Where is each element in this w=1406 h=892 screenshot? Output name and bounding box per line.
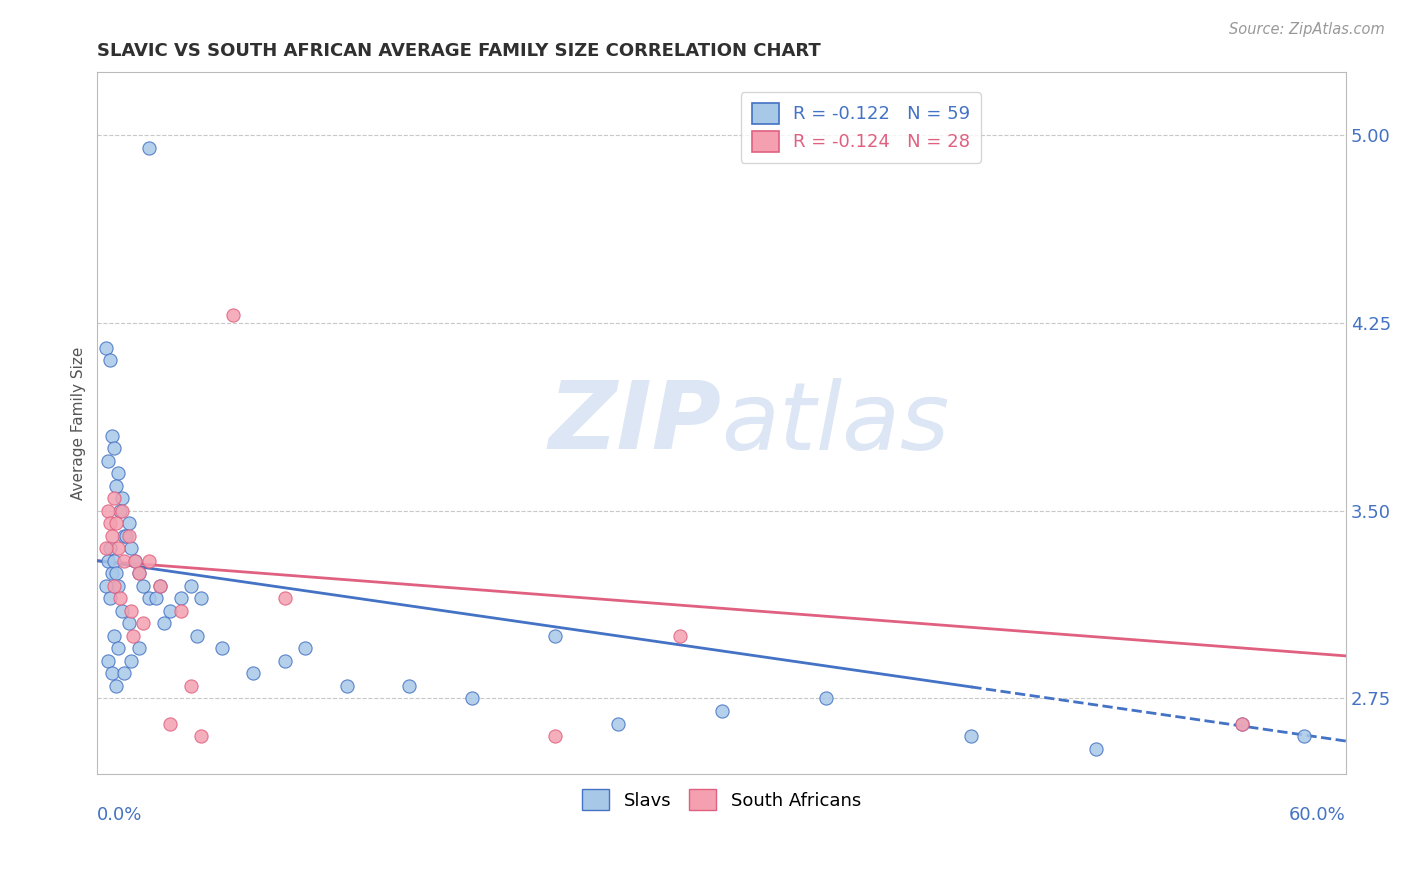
Point <box>128 641 150 656</box>
Point <box>107 641 129 656</box>
Point <box>120 654 142 668</box>
Point <box>112 554 135 568</box>
Point <box>398 679 420 693</box>
Point <box>107 466 129 480</box>
Point <box>111 604 134 618</box>
Point <box>159 604 181 618</box>
Point <box>103 554 125 568</box>
Point <box>110 591 132 606</box>
Text: atlas: atlas <box>721 377 950 468</box>
Text: Source: ZipAtlas.com: Source: ZipAtlas.com <box>1229 22 1385 37</box>
Point <box>159 716 181 731</box>
Point <box>105 516 128 531</box>
Point <box>606 716 628 731</box>
Text: ZIP: ZIP <box>548 377 721 469</box>
Point <box>101 428 124 442</box>
Point <box>153 616 176 631</box>
Point <box>273 654 295 668</box>
Point <box>117 529 139 543</box>
Point <box>814 691 837 706</box>
Point <box>117 616 139 631</box>
Point <box>1230 716 1253 731</box>
Point <box>461 691 484 706</box>
Point <box>105 478 128 492</box>
Point <box>98 591 121 606</box>
Point <box>1085 741 1108 756</box>
Point <box>112 529 135 543</box>
Point <box>190 591 212 606</box>
Point <box>115 529 138 543</box>
Point <box>221 309 243 323</box>
Point <box>544 629 567 643</box>
Point <box>186 629 208 643</box>
Point <box>111 491 134 505</box>
Point <box>97 654 120 668</box>
Point <box>242 666 264 681</box>
Point <box>103 441 125 455</box>
Point <box>94 579 117 593</box>
Point <box>103 579 125 593</box>
Point <box>117 516 139 531</box>
Point <box>180 679 202 693</box>
Point <box>190 729 212 743</box>
Point <box>149 579 172 593</box>
Point <box>138 140 160 154</box>
Point <box>294 641 316 656</box>
Point <box>273 591 295 606</box>
Point <box>169 604 191 618</box>
Point <box>211 641 233 656</box>
Text: 0.0%: 0.0% <box>97 806 143 824</box>
Point <box>121 629 143 643</box>
Point <box>107 541 129 556</box>
Point <box>1294 729 1316 743</box>
Point <box>101 529 124 543</box>
Point <box>120 604 142 618</box>
Point <box>145 591 167 606</box>
Point <box>1230 716 1253 731</box>
Point <box>112 666 135 681</box>
Point <box>120 541 142 556</box>
Point <box>98 541 121 556</box>
Point <box>669 629 692 643</box>
Point <box>124 554 146 568</box>
Point <box>544 729 567 743</box>
Point <box>103 491 125 505</box>
Point <box>101 566 124 581</box>
Point <box>710 704 733 718</box>
Point <box>97 453 120 467</box>
Legend: Slavs, South Africans: Slavs, South Africans <box>575 782 869 817</box>
Point <box>98 353 121 368</box>
Point <box>138 591 160 606</box>
Point <box>105 566 128 581</box>
Text: SLAVIC VS SOUTH AFRICAN AVERAGE FAMILY SIZE CORRELATION CHART: SLAVIC VS SOUTH AFRICAN AVERAGE FAMILY S… <box>97 42 821 60</box>
Text: 60.0%: 60.0% <box>1289 806 1346 824</box>
Point <box>98 516 121 531</box>
Point <box>180 579 202 593</box>
Point <box>128 566 150 581</box>
Point <box>169 591 191 606</box>
Point <box>97 554 120 568</box>
Point <box>101 666 124 681</box>
Point <box>138 554 160 568</box>
Point <box>132 579 155 593</box>
Point <box>960 729 983 743</box>
Point <box>94 541 117 556</box>
Point <box>107 579 129 593</box>
Point <box>128 566 150 581</box>
Point <box>94 341 117 355</box>
Y-axis label: Average Family Size: Average Family Size <box>72 346 86 500</box>
Point <box>97 503 120 517</box>
Point <box>149 579 172 593</box>
Point <box>105 679 128 693</box>
Point <box>124 554 146 568</box>
Point <box>110 503 132 517</box>
Point <box>111 503 134 517</box>
Point <box>132 616 155 631</box>
Point <box>103 629 125 643</box>
Point <box>336 679 359 693</box>
